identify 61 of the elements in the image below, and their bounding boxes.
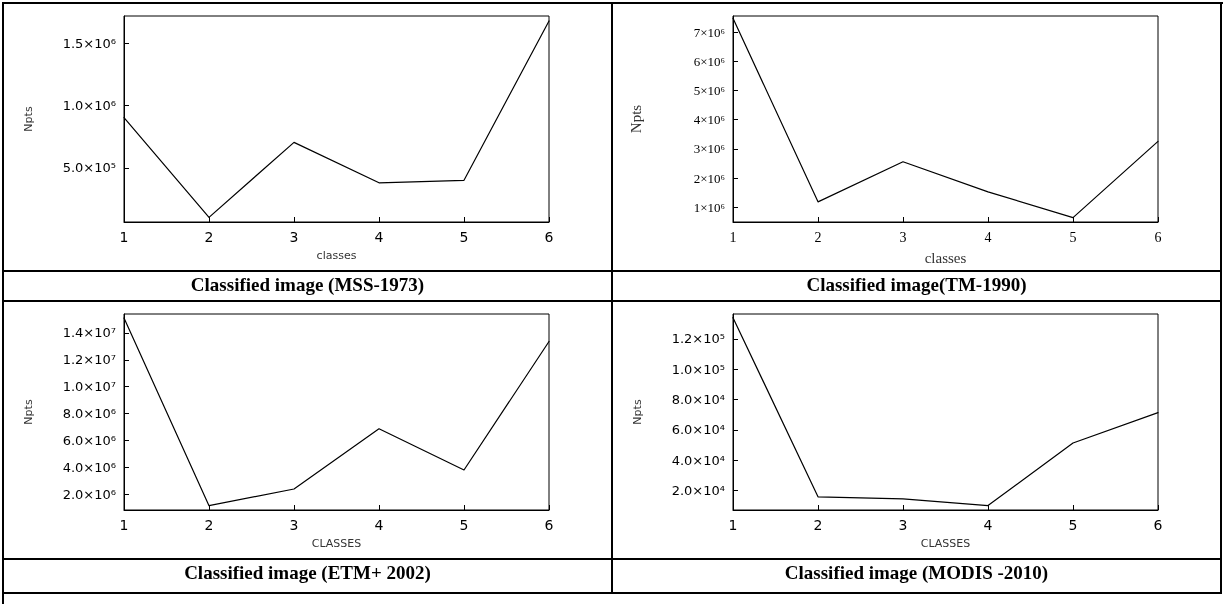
x-tick-label: 6 — [544, 517, 554, 533]
y-tick-label: 1.0×10⁶ — [62, 98, 116, 114]
x-tick-label: 1 — [729, 229, 737, 245]
y-tick-label: 2.0×10⁶ — [62, 487, 116, 503]
y-tick-label: 6.0×10⁶ — [62, 433, 116, 449]
x-tick-label: 3 — [899, 229, 907, 245]
y-tick-label: 5.0×10⁵ — [62, 160, 116, 176]
x-tick-label: 1 — [119, 517, 129, 533]
x-tick-label: 2 — [204, 517, 214, 533]
x-axis-title: classes — [924, 249, 967, 266]
text: Classified image (MSS-1973) — [4, 272, 613, 302]
y-tick-label: 1.0×10⁵ — [671, 361, 725, 377]
y-tick-label: 1×10⁶ — [693, 199, 725, 215]
y-axis-title: Npts — [631, 399, 644, 425]
y-tick-label: 8.0×10⁶ — [62, 406, 116, 422]
x-axis-title: CLASSES — [920, 537, 971, 550]
text: Classified image (ETM+ 2002) — [4, 560, 613, 594]
x-tick-label: 5 — [459, 517, 469, 533]
y-tick-label: 2×10⁶ — [693, 170, 725, 186]
y-axis-title: Npts — [22, 399, 35, 425]
y-tick-label: 1.4×10⁷ — [62, 325, 116, 341]
text: Classified image(TM-1990) — [613, 272, 1222, 302]
x-tick-label: 3 — [289, 517, 299, 533]
y-tick-label: 7×10⁶ — [693, 24, 725, 40]
x-tick-label: 6 — [544, 229, 554, 245]
y-tick-label: 4.0×10⁶ — [62, 460, 116, 476]
x-tick-label: 4 — [374, 517, 384, 533]
y-tick-label: 1.0×10⁷ — [62, 379, 116, 395]
x-tick-label: 6 — [1153, 517, 1163, 533]
x-tick-label: 4 — [374, 229, 384, 245]
x-tick-label: 4 — [984, 229, 992, 245]
y-tick-label: 4.0×10⁴ — [671, 452, 725, 468]
line-series — [123, 317, 550, 507]
y-tick-label: 3×10⁶ — [693, 141, 725, 157]
x-tick-label: 3 — [898, 517, 908, 533]
y-axis-title: Npts — [627, 104, 644, 134]
x-tick-label: 1 — [728, 517, 738, 533]
y-tick-label: 6.0×10⁴ — [671, 422, 725, 438]
y-tick-label: 4×10⁶ — [693, 112, 725, 128]
y-tick-label: 1.5×10⁶ — [62, 35, 116, 51]
x-tick-label: 1 — [119, 229, 129, 245]
x-axis-title: classes — [316, 249, 357, 262]
y-tick-label: 1.2×10⁷ — [62, 352, 116, 368]
y-tick-label: 2.0×10⁴ — [671, 482, 725, 498]
x-tick-label: 2 — [813, 517, 823, 533]
x-tick-label: 5 — [1069, 229, 1077, 245]
line-series — [732, 317, 1159, 507]
x-tick-label: 6 — [1154, 229, 1162, 245]
x-tick-label: 5 — [459, 229, 469, 245]
y-axis-title: Npts — [22, 106, 35, 132]
y-tick-label: 6×10⁶ — [693, 53, 725, 69]
x-tick-label: 3 — [289, 229, 299, 245]
x-tick-label: 2 — [204, 229, 214, 245]
y-tick-label: 8.0×10⁴ — [671, 391, 725, 407]
x-tick-label: 5 — [1068, 517, 1078, 533]
y-tick-label: 5×10⁶ — [693, 83, 725, 99]
text: Classified image (MODIS -2010) — [613, 560, 1222, 594]
x-tick-label: 4 — [983, 517, 993, 533]
x-tick-label: 2 — [814, 229, 822, 245]
x-axis-title: CLASSES — [311, 537, 362, 550]
y-tick-label: 1.2×10⁵ — [671, 331, 725, 347]
